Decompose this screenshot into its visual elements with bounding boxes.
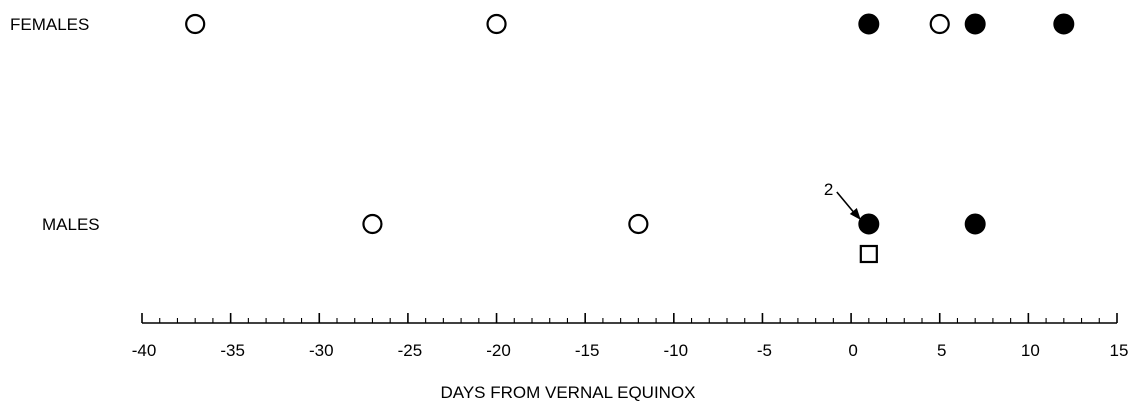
x-tick-label: -15 bbox=[575, 341, 600, 360]
x-axis-label: DAYS FROM VERNAL EQUINOX bbox=[440, 383, 695, 402]
filled-circle-point bbox=[858, 13, 880, 35]
x-tick-label: -10 bbox=[664, 341, 689, 360]
x-tick-label: 5 bbox=[937, 341, 946, 360]
filled-circle-point bbox=[964, 13, 986, 35]
open-circle-point bbox=[362, 213, 383, 235]
open-circle-point bbox=[929, 13, 950, 35]
open-circle-point bbox=[185, 13, 206, 35]
x-tick-label: -25 bbox=[398, 341, 423, 360]
x-tick-label: -30 bbox=[309, 341, 334, 360]
x-tick-label: -20 bbox=[486, 341, 511, 360]
open-circle-point bbox=[628, 213, 649, 235]
x-tick-label: 15 bbox=[1110, 341, 1129, 360]
x-tick-label: -40 bbox=[132, 341, 157, 360]
open-circle-point bbox=[486, 13, 507, 35]
filled-circle-point bbox=[1053, 13, 1075, 35]
row-labels: FEMALES MALES bbox=[10, 15, 100, 234]
annotation-arrowhead bbox=[849, 208, 861, 220]
annotations: 2 bbox=[824, 180, 861, 220]
x-axis: -40 -35 -30 -25 -20 -15 -10 -5 0 5 10 15 bbox=[132, 313, 1129, 360]
row-label-females: FEMALES bbox=[10, 15, 89, 34]
row-label-males: MALES bbox=[42, 215, 100, 234]
filled-circle-point bbox=[858, 213, 880, 235]
data-markers bbox=[185, 13, 1075, 264]
annotation-label: 2 bbox=[824, 180, 833, 199]
x-tick-label: 10 bbox=[1021, 341, 1040, 360]
x-tick-label: 0 bbox=[848, 341, 857, 360]
open-square-point bbox=[859, 244, 878, 264]
x-tick-label: -35 bbox=[220, 341, 245, 360]
filled-circle-point bbox=[964, 213, 986, 235]
x-tick-label: -5 bbox=[757, 341, 772, 360]
